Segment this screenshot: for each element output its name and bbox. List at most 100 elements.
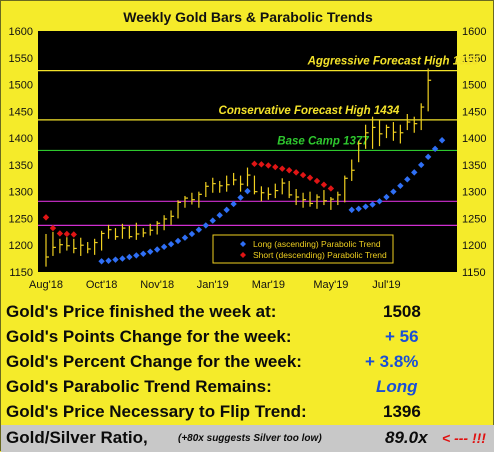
long-trend-point <box>133 252 140 259</box>
y-tick-label-left: 1150 <box>9 267 33 279</box>
long-trend-point <box>244 187 251 195</box>
long-trend-point <box>223 206 230 214</box>
y-tick-label-left: 1550 <box>9 53 33 65</box>
long-trend-point <box>438 137 446 144</box>
x-tick-label: Oct'18 <box>86 279 117 291</box>
x-tick-label: Jan'19 <box>197 279 229 291</box>
long-trend-point <box>397 182 404 189</box>
short-trend-point <box>292 169 300 176</box>
long-trend-point <box>355 205 362 213</box>
stat-row-percent: Gold's Percent Change for the week: + 3.… <box>1 349 494 376</box>
stat-label: Gold's Points Change for the week: <box>6 327 292 346</box>
long-trend-point <box>181 234 189 241</box>
y-tick-label-left: 1600 <box>9 26 33 38</box>
ratio-arrow: < --- !!! <box>442 430 486 446</box>
y-tick-label-right: 1500 <box>462 80 486 92</box>
reference-line-label: Conservative Forecast High 1434 <box>219 105 400 117</box>
reference-line-label: Base Camp 1377 <box>277 135 369 147</box>
long-trend-point <box>383 193 390 201</box>
long-trend-point <box>140 250 147 257</box>
stat-label: Gold's Price finished the week at: <box>6 302 277 321</box>
short-trend-point <box>272 163 279 171</box>
legend-label: Long (ascending) Parabolic Trend <box>253 239 381 249</box>
stat-value: Long <box>376 377 418 396</box>
long-trend-point <box>216 212 223 219</box>
legend-label: Short (descending) Parabolic Trend <box>253 250 387 260</box>
short-trend-point <box>279 165 286 172</box>
stat-value: 1396 <box>383 402 421 421</box>
y-tick-label-left: 1200 <box>9 240 33 252</box>
short-trend-point <box>42 214 50 221</box>
ratio-note: (+80x suggests Silver too low) <box>178 433 322 444</box>
long-trend-point <box>153 246 161 253</box>
long-trend-point <box>167 240 175 248</box>
long-trend-point <box>230 200 237 208</box>
long-trend-point <box>390 188 397 195</box>
legend-box <box>212 234 394 264</box>
long-trend-point <box>411 169 418 176</box>
stat-value: 1508 <box>383 302 421 321</box>
chart-title: Weekly Gold Bars & Parabolic Trends <box>123 9 373 25</box>
stat-label: Gold's Percent Change for the week: <box>6 352 302 371</box>
stat-row-trend: Gold's Parabolic Trend Remains: Long <box>1 374 494 401</box>
y-tick-label-right: 1350 <box>462 160 486 172</box>
short-trend-point <box>327 185 335 192</box>
y-tick-label-right: 1200 <box>462 240 486 252</box>
short-trend-point <box>63 230 71 238</box>
long-trend-point <box>424 153 432 161</box>
long-trend-point <box>376 198 383 205</box>
y-tick-label-left: 1400 <box>9 133 33 145</box>
long-trend-point <box>362 203 369 210</box>
long-trend-point <box>209 217 216 224</box>
short-trend-point <box>313 177 321 185</box>
y-tick-label-right: 1400 <box>462 133 486 145</box>
long-trend-point <box>404 176 411 183</box>
stat-value: + 56 <box>385 327 419 346</box>
x-tick-label: Aug'18 <box>29 279 63 291</box>
y-tick-label-right: 1250 <box>462 213 486 225</box>
long-trend-point <box>195 226 203 233</box>
legend-marker <box>240 241 246 247</box>
stat-row-points: Gold's Points Change for the week: + 56 <box>1 324 494 351</box>
stat-row-price: Gold's Price finished the week at: 1508 <box>1 299 494 326</box>
short-trend-point <box>299 171 307 179</box>
stat-row-ratio: Gold/Silver Ratio, (+80x suggests Silver… <box>1 425 494 452</box>
stat-label: Gold's Parabolic Trend Remains: <box>6 377 272 396</box>
short-trend-point <box>258 161 265 168</box>
stat-label: Gold's Price Necessary to Flip Trend: <box>6 402 307 421</box>
stat-value: + 3.8% <box>365 352 419 371</box>
short-trend-point <box>56 230 64 237</box>
long-trend-point <box>126 253 133 261</box>
long-trend-point <box>202 222 210 229</box>
y-tick-label-right: 1450 <box>462 106 486 118</box>
y-tick-label-left: 1450 <box>9 106 33 118</box>
stat-row-flip: Gold's Price Necessary to Flip Trend: 13… <box>1 399 494 426</box>
long-trend-point <box>369 201 376 208</box>
long-trend-point <box>188 230 196 238</box>
long-trend-point <box>160 243 168 251</box>
reference-line-label: Aggressive Forecast High 1526 <box>307 56 479 68</box>
short-trend-point <box>251 160 258 168</box>
y-tick-label-left: 1300 <box>9 187 33 199</box>
long-trend-point <box>112 256 119 263</box>
y-tick-label-right: 1300 <box>462 187 486 199</box>
y-tick-label-right: 1550 <box>462 53 486 65</box>
long-trend-point <box>431 145 439 153</box>
long-trend-point <box>237 194 244 201</box>
legend-marker <box>240 252 246 258</box>
x-tick-label: May'19 <box>313 279 348 291</box>
long-trend-point <box>348 206 355 214</box>
y-tick-label-left: 1350 <box>9 160 33 172</box>
ratio-label: Gold/Silver Ratio, <box>6 428 148 447</box>
short-trend-point <box>70 231 77 238</box>
y-tick-label-right: 1600 <box>462 26 486 38</box>
short-trend-point <box>265 162 272 169</box>
x-tick-label: Mar'19 <box>252 279 285 291</box>
gold-chart: Weekly Gold Bars & Parabolic Trends 1150 1… <box>9 9 487 291</box>
short-trend-point <box>320 181 328 188</box>
long-trend-point <box>98 258 105 265</box>
y-tick-label-left: 1500 <box>9 80 33 92</box>
x-tick-label: Nov'18 <box>140 279 174 291</box>
short-trend-point <box>49 224 57 232</box>
short-trend-point <box>306 174 314 181</box>
